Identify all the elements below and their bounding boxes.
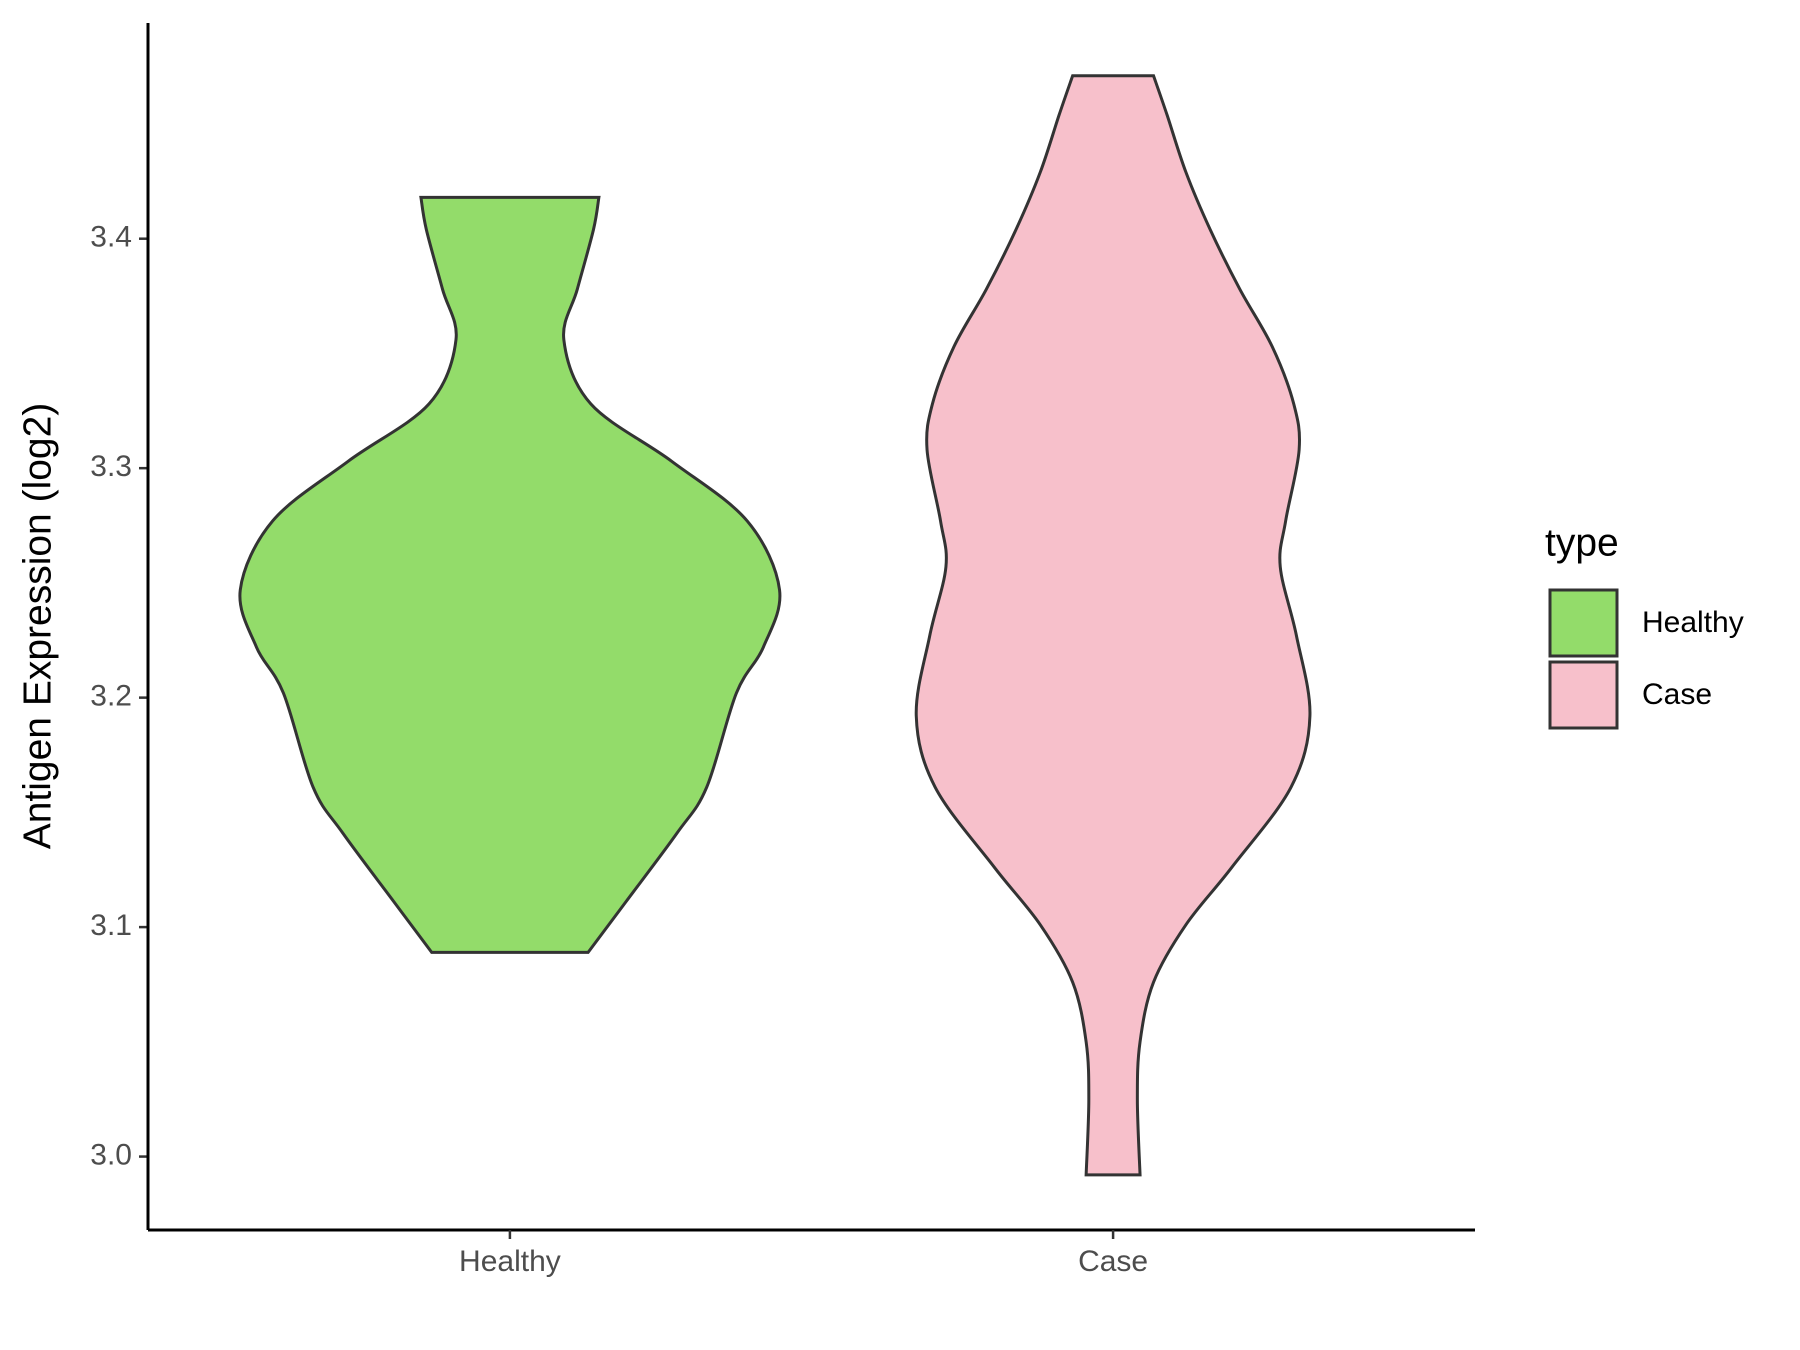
x-tick-label: Case	[1078, 1245, 1148, 1278]
legend-key	[1548, 588, 1619, 658]
violin	[238, 195, 782, 954]
y-tick-label: 3.3	[90, 450, 132, 483]
y-tick-label: 3.4	[90, 221, 132, 254]
y-axis-title: Antigen Expression (log2)	[16, 403, 59, 850]
y-tick-label: 3.2	[90, 680, 132, 713]
violin	[914, 74, 1312, 1177]
legend-key	[1548, 660, 1619, 730]
y-tick-label: 3.1	[90, 909, 132, 942]
legend-label: Case	[1642, 678, 1712, 711]
legend-title: type	[1545, 521, 1619, 564]
legend-label: Healthy	[1642, 606, 1744, 639]
y-tick-label: 3.0	[90, 1138, 132, 1171]
x-tick-label: Healthy	[459, 1245, 561, 1278]
